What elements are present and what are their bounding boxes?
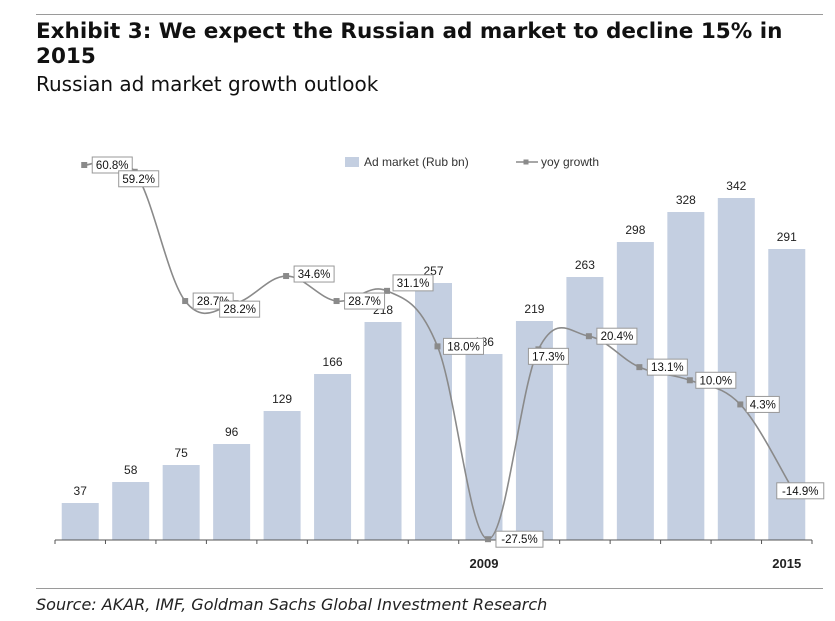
bar-2007 — [364, 322, 402, 540]
bar-label-2012: 298 — [625, 223, 645, 237]
growth-label-2006: 28.7% — [344, 292, 386, 310]
bar-label-2005: 129 — [272, 392, 292, 406]
growth-label-box — [745, 395, 780, 413]
bar-value-labels: 3758759612916621825718621926329832834229… — [74, 179, 798, 498]
bar-label-2006: 166 — [323, 355, 343, 369]
x-axis-ticks — [54, 540, 813, 544]
growth-label-box — [118, 170, 160, 188]
growth-label-box — [392, 274, 434, 292]
bar-2005 — [263, 411, 301, 540]
legend-marker-line — [523, 159, 529, 165]
growth-label-box — [293, 265, 335, 283]
growth-marker-2007 — [384, 287, 391, 294]
growth-label-2015: -14.9% — [776, 482, 825, 500]
growth-label-text: -14.9% — [782, 486, 818, 498]
growth-label-2002: 59.2% — [118, 170, 160, 188]
growth-label-text: 34.6% — [298, 269, 331, 281]
growth-marker-2014 — [737, 401, 744, 408]
bar-2012 — [616, 242, 654, 540]
x-axis-labels: 2009 2015 — [470, 556, 802, 571]
bar-2003 — [162, 465, 200, 540]
growth-label-box — [695, 371, 737, 389]
growth-marker-2005 — [283, 273, 290, 280]
bar-2001 — [61, 503, 99, 540]
growth-marker-2008 — [434, 343, 441, 350]
bar-series — [61, 198, 806, 540]
growth-label-box — [646, 358, 688, 376]
growth-label-text: 4.3% — [750, 399, 776, 411]
bar-2008 — [415, 283, 452, 540]
growth-value-labels: 60.8%59.2%28.7%28.2%34.6%28.7%31.1%18.0%… — [91, 156, 825, 548]
chart-subtitle: Russian ad market growth outlook — [36, 72, 379, 96]
growth-label-2001: 60.8% — [91, 156, 133, 174]
bar-label-2010: 219 — [524, 302, 544, 316]
bar-label-2014: 342 — [726, 179, 746, 193]
growth-label-box — [527, 347, 569, 365]
growth-label-2012: 13.1% — [646, 358, 688, 376]
growth-label-2013: 10.0% — [695, 371, 737, 389]
legend-swatch-bar — [345, 157, 359, 167]
growth-label-text: -27.5% — [501, 534, 537, 546]
chart-legend: Ad market (Rub bn) yoy growth — [345, 155, 599, 169]
growth-label-2004: 28.2% — [219, 300, 261, 318]
growth-marker-2001 — [81, 162, 88, 168]
growth-marker-2012 — [636, 364, 643, 371]
x-label-2009: 2009 — [470, 556, 499, 571]
growth-label-box — [495, 530, 544, 548]
bar-label-2015: 291 — [777, 230, 797, 244]
growth-label-text: 59.2% — [122, 174, 155, 186]
growth-marker-2006 — [333, 298, 340, 305]
growth-label-box — [344, 292, 386, 310]
bar-2011 — [566, 277, 604, 540]
bar-label-2004: 96 — [225, 425, 239, 439]
bar-2004 — [213, 444, 251, 540]
growth-label-2011: 20.4% — [596, 327, 638, 345]
bar-2002 — [112, 482, 150, 540]
growth-label-text: 13.1% — [651, 362, 684, 374]
growth-marker-2011 — [585, 333, 592, 340]
bar-label-2001: 37 — [74, 484, 88, 498]
growth-label-box — [443, 337, 484, 355]
growth-label-2014: 4.3% — [745, 395, 780, 413]
source-note: Source: AKAR, IMF, Goldman Sachs Global … — [36, 595, 548, 614]
growth-label-box — [219, 300, 261, 318]
growth-label-box — [776, 482, 825, 500]
growth-label-box — [91, 156, 133, 174]
growth-marker-2013 — [686, 377, 693, 384]
bottom-rule — [36, 588, 823, 589]
growth-label-text: 31.1% — [397, 278, 430, 290]
legend-label-line: yoy growth — [541, 155, 599, 169]
growth-marker-2009 — [484, 536, 491, 543]
top-rule — [36, 14, 823, 15]
bar-label-2002: 58 — [124, 463, 138, 477]
bar-label-2013: 328 — [676, 193, 696, 207]
growth-label-text: 28.2% — [223, 304, 256, 316]
x-label-2015: 2015 — [772, 556, 801, 571]
growth-label-2008: 18.0% — [443, 337, 484, 355]
growth-label-text: 60.8% — [96, 160, 129, 172]
exhibit-title: Exhibit 3: We expect the Russian ad mark… — [36, 19, 783, 69]
growth-label-2007: 31.1% — [392, 274, 434, 292]
bar-label-2011: 263 — [575, 258, 595, 272]
bar-2006 — [314, 374, 352, 540]
growth-label-text: 28.7% — [348, 296, 381, 308]
growth-label-2009: -27.5% — [495, 530, 544, 548]
bar-2014 — [717, 198, 755, 540]
growth-label-2010: 17.3% — [527, 347, 569, 365]
growth-label-box — [596, 327, 638, 345]
growth-label-2005: 34.6% — [293, 265, 335, 283]
growth-label-text: 20.4% — [601, 331, 634, 343]
bar-2009 — [465, 354, 503, 540]
growth-label-text: 10.0% — [700, 375, 733, 387]
growth-label-text: 17.3% — [532, 351, 565, 363]
bar-label-2003: 75 — [174, 446, 188, 460]
growth-label-text: 18.0% — [447, 341, 480, 353]
growth-marker-2003 — [182, 298, 189, 305]
legend-label-bar: Ad market (Rub bn) — [364, 155, 469, 169]
